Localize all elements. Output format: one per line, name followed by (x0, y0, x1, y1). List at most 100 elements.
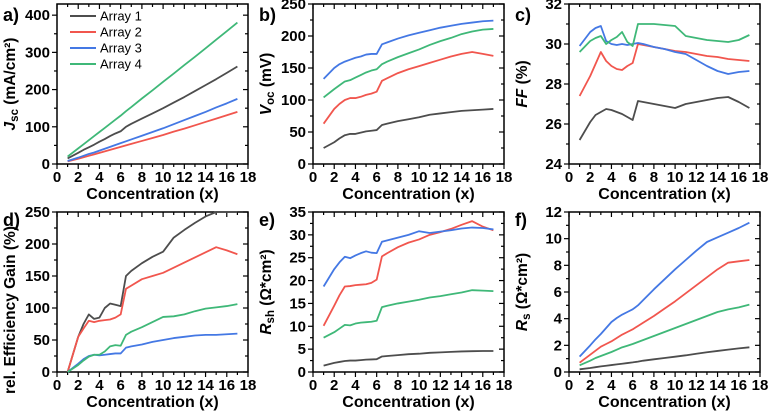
plot-background (0, 0, 256, 205)
x-tick-label: 14 (453, 377, 470, 394)
y-tick-label: 0 (298, 364, 306, 381)
x-tick-label: 6 (628, 169, 636, 186)
x-tick-label: 10 (667, 377, 684, 394)
x-tick-label: 6 (116, 377, 124, 394)
y-axis-title: Jsc (mA/cm²) (2, 38, 21, 131)
y-axis-title: Voc (mV) (258, 53, 277, 116)
panel-a-jsc: 0 2 4 6 8 10 12 14 16 18 0 100 200 300 400 Concentratio… (0, 0, 256, 205)
y-tick-label: 250 (25, 205, 50, 221)
x-tick-label: 10 (411, 377, 428, 394)
x-tick-label: 4 (607, 169, 616, 186)
y-tick-label: 6 (554, 284, 562, 301)
series-line-array-4 (67, 303, 238, 373)
x-tick-label: 2 (74, 169, 82, 186)
y-tick-label: 0 (554, 364, 562, 381)
series-group (578, 221, 750, 371)
x-tick-label: 6 (372, 169, 380, 186)
x-tick-label: 0 (565, 377, 573, 394)
x-tick-label: 0 (309, 377, 317, 394)
y-tick-label: 15 (289, 295, 306, 312)
y-axis-title: FF (%) (514, 60, 531, 107)
x-tick-labels: 0 2 4 6 8 10 12 14 16 18 (309, 169, 512, 186)
panel-letter: e) (259, 210, 275, 230)
plot-background (0, 205, 256, 415)
plot-background (512, 0, 768, 205)
y-tick-labels: 24 26 28 30 32 (545, 0, 562, 173)
x-tick-label: 14 (709, 169, 726, 186)
x-tick-label: 12 (432, 377, 449, 394)
x-tick-label: 8 (650, 377, 658, 394)
chart-a-jsc: 0 2 4 6 8 10 12 14 16 180100200300400Concentratio… (0, 0, 256, 205)
x-tick-label: 12 (432, 169, 449, 186)
y-tick-label: 200 (281, 28, 306, 45)
x-tick-label: 14 (197, 169, 214, 186)
y-tick-label: 50 (289, 124, 306, 141)
plot-background (256, 0, 512, 205)
x-tick-labels: 0 2 4 6 8 10 12 14 16 18 (565, 169, 768, 186)
x-tick-label: 18 (752, 377, 768, 394)
y-tick-label: 150 (281, 60, 306, 77)
x-axis-title: Concentration (x) (598, 186, 730, 203)
x-tick-label: 2 (330, 377, 338, 394)
x-tick-label: 12 (688, 169, 705, 186)
x-tick-label: 18 (240, 377, 256, 394)
y-tick-labels: 0 50 100 150 200 250 (281, 0, 306, 173)
x-tick-label: 4 (95, 377, 104, 394)
series-line-array-4 (323, 289, 494, 339)
x-axis-title: Concentration (x) (342, 394, 474, 411)
series-group (67, 21, 238, 163)
y-tick-label: 100 (25, 300, 50, 317)
y-tick-label: 200 (25, 236, 50, 253)
legend-label: Array 1 (100, 9, 142, 24)
plot-frame (56, 211, 249, 373)
panel-letter: f) (515, 210, 527, 230)
x-tick-label: 0 (565, 169, 573, 186)
y-axis-title: rel. Efficiency Gain (%) (2, 226, 19, 394)
series-line-array-2 (322, 51, 494, 125)
x-tick-label: 16 (474, 377, 491, 394)
chart-e-rsh: 0 2 4 6 8 10 12 14 16 1805101520253035Concentrati… (256, 205, 512, 415)
plot-frame (568, 211, 761, 373)
x-tick-label: 18 (752, 169, 768, 186)
y-tick-label: 35 (289, 205, 306, 221)
chart-b-voc: 0 2 4 6 8 10 12 14 16 18050100150200250Concentrat… (256, 0, 512, 205)
x-tick-label: 18 (496, 377, 512, 394)
y-tick-label: 150 (25, 268, 50, 285)
x-tick-label: 14 (709, 377, 726, 394)
plot-frame (312, 3, 505, 165)
legend-item-array-3: Array 3 (70, 41, 142, 56)
series-line-array-3 (578, 221, 750, 358)
chart-d-eff-gain: 0 2 4 6 8 10 12 14 16 18050100150200250Concentrat… (0, 205, 256, 415)
panel-d-eff-gain: 0 2 4 6 8 10 12 14 16 18 0 50 100 150 200 250 Concentrat… (0, 205, 256, 415)
series-group (66, 211, 238, 373)
series-line-array-1 (323, 108, 494, 149)
y-tick-label: 10 (289, 318, 306, 335)
y-axis-title: Rsh (Ω*cm²) (258, 249, 277, 334)
x-tick-label: 16 (218, 169, 235, 186)
x-tick-label: 14 (453, 169, 470, 186)
y-tick-label: 300 (25, 44, 50, 61)
y-tick-label: 0 (42, 364, 50, 381)
series-group (322, 19, 494, 149)
y-tick-label: 50 (33, 332, 50, 349)
panel-e-rsh: 0 2 4 6 8 10 12 14 16 18 0 5 10 15 20 25 30 35 Concentrati… (256, 205, 512, 415)
x-tick-label: 16 (730, 169, 747, 186)
legend-label: Array 3 (100, 41, 142, 56)
series-group (322, 220, 494, 367)
x-tick-labels: 0 2 4 6 8 10 12 14 16 18 (53, 169, 256, 186)
series-line-array-1 (66, 211, 238, 373)
series-line-array-2 (322, 220, 494, 327)
y-tick-label: 5 (298, 341, 306, 358)
x-tick-label: 2 (74, 377, 82, 394)
x-tick-label: 16 (218, 377, 235, 394)
legend-item-array-2: Array 2 (70, 25, 142, 40)
y-tick-labels: 0 100 200 300 400 (25, 7, 50, 173)
x-tick-labels: 0 2 4 6 8 10 12 14 16 18 (565, 377, 768, 394)
panel-letter: d) (3, 210, 20, 230)
series-line-array-3 (322, 226, 494, 287)
y-tick-label: 12 (545, 205, 562, 221)
y-tick-label: 8 (554, 257, 562, 274)
y-tick-label: 2 (554, 337, 562, 354)
